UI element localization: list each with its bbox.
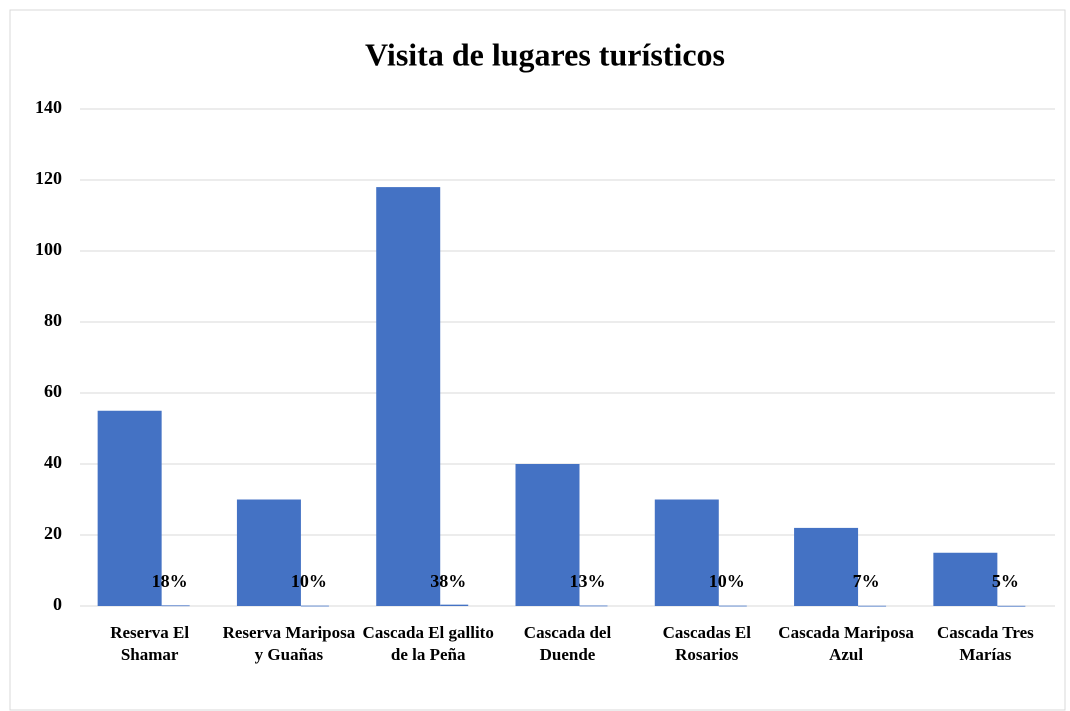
x-tick-label-box: Reserva El Shamar	[110, 623, 190, 664]
data-label: 13%	[570, 571, 606, 591]
y-tick-label: 80	[44, 310, 62, 330]
bar	[997, 605, 1026, 607]
data-label: 18%	[152, 571, 188, 591]
x-tick-label-box: Cascada Mariposa Azul	[778, 623, 914, 664]
x-tick-label-box: Cascada El gallito de la Peña	[362, 623, 494, 664]
x-tick-label: Cascada Tres Marías	[936, 623, 1034, 664]
x-tick-label: Cascada Mariposa Azul	[778, 623, 914, 664]
y-tick-label: 20	[44, 523, 62, 543]
chart-title: Visita de lugares turísticos	[365, 36, 725, 72]
y-tick-label: 120	[35, 168, 62, 188]
x-tick-label: Cascada El gallito de la Peña	[362, 623, 494, 664]
bar	[300, 605, 329, 607]
bar	[161, 605, 190, 607]
x-tick-label: Cascada del Duende	[523, 623, 612, 664]
x-tick-label: Reserva Mariposa y Guañas	[222, 623, 356, 664]
bar	[933, 552, 998, 606]
y-tick-label: 100	[35, 239, 62, 259]
y-tick-label: 140	[35, 97, 62, 117]
bar	[440, 604, 469, 606]
bar	[376, 187, 441, 606]
x-tick-label: Reserva El Shamar	[110, 623, 190, 664]
y-tick-label: 0	[53, 594, 62, 614]
bar	[718, 605, 747, 607]
bar	[579, 605, 608, 607]
x-tick-label-box: Cascada del Duende	[523, 623, 612, 664]
bar	[794, 527, 859, 606]
x-tick-label: Cascadas El Rosarios	[662, 623, 751, 664]
data-label: 10%	[709, 571, 745, 591]
bar	[97, 410, 162, 606]
x-tick-label-box: Cascadas El Rosarios	[662, 623, 751, 664]
bar	[858, 605, 887, 607]
bar	[515, 464, 580, 606]
x-tick-label-box: Reserva Mariposa y Guañas	[222, 623, 356, 664]
data-label: 5%	[992, 571, 1019, 591]
data-label: 10%	[291, 571, 327, 591]
data-label: 38%	[430, 571, 466, 591]
bar	[654, 499, 719, 606]
y-tick-label: 40	[44, 452, 62, 472]
x-tick-label-box: Cascada Tres Marías	[936, 623, 1034, 664]
y-tick-label: 60	[44, 381, 62, 401]
data-label: 7%	[853, 571, 880, 591]
bar	[236, 499, 301, 606]
